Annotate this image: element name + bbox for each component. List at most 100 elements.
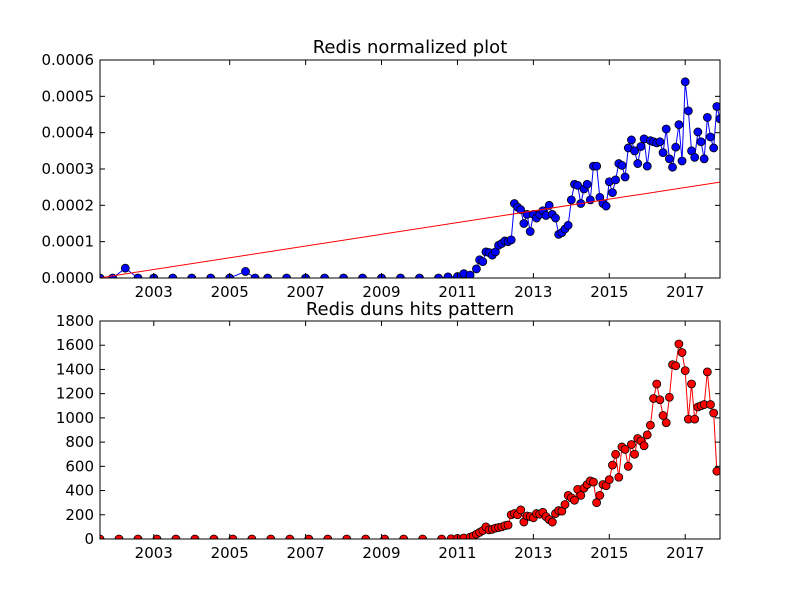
x-tick-label: 2009 xyxy=(362,283,400,301)
data-point xyxy=(589,477,598,487)
data-point xyxy=(646,420,655,430)
data-point xyxy=(623,461,633,471)
data-point xyxy=(608,188,617,198)
data-point xyxy=(668,162,677,172)
data-point xyxy=(434,273,443,278)
y-tick-label: 0 xyxy=(84,530,94,548)
data-point xyxy=(633,159,643,168)
data-point xyxy=(677,156,687,166)
data-point xyxy=(630,146,639,156)
data-point xyxy=(516,205,526,215)
x-tick-label: 2017 xyxy=(666,283,704,301)
data-point xyxy=(715,114,720,124)
y-tick-label: 0.0006 xyxy=(42,51,95,69)
y-tick-label: 0.0003 xyxy=(42,160,95,178)
data-point xyxy=(443,272,453,278)
series-group xyxy=(100,77,720,278)
data-point xyxy=(418,534,428,539)
y-tick-label: 0.0005 xyxy=(42,87,95,105)
chart-duns-hits: Redis duns hits pattern 2003 2005 2007 2009… xyxy=(56,299,721,562)
data-point xyxy=(702,367,712,377)
data-point xyxy=(437,534,447,539)
x-tick-label: 2013 xyxy=(514,283,552,301)
data-point xyxy=(671,361,681,371)
data-point xyxy=(250,273,260,278)
data-point xyxy=(712,466,720,476)
data-point xyxy=(465,270,475,278)
data-point xyxy=(342,534,352,539)
data-point xyxy=(560,500,570,509)
data-point xyxy=(582,179,592,189)
data-point xyxy=(228,534,238,539)
y-tick-label: 800 xyxy=(65,433,94,451)
data-point xyxy=(133,273,143,278)
axis-ticks: 2003 2005 2007 2009 2011 2013 2015 2017 0.0000 0.… xyxy=(42,51,720,301)
axes-frame xyxy=(99,320,721,540)
data-point xyxy=(361,534,371,539)
data-point xyxy=(677,348,687,357)
data-point xyxy=(693,127,703,137)
data-point xyxy=(658,411,668,420)
data-point xyxy=(680,77,690,87)
data-point xyxy=(655,395,665,405)
data-point xyxy=(617,160,627,170)
data-point xyxy=(655,137,665,147)
data-point xyxy=(152,534,162,539)
data-point xyxy=(611,175,621,185)
data-point xyxy=(399,534,409,539)
data-point xyxy=(547,517,557,527)
data-point xyxy=(595,490,605,500)
x-tick-label: 2013 xyxy=(514,544,552,562)
data-point xyxy=(563,220,573,230)
data-point xyxy=(551,213,560,223)
data-point xyxy=(709,408,719,418)
data-point xyxy=(544,200,554,210)
x-tick-label: 2005 xyxy=(211,283,249,301)
x-tick-label: 2003 xyxy=(135,283,173,301)
y-tick-label: 0.0001 xyxy=(42,233,95,251)
data-point xyxy=(570,495,579,505)
data-point xyxy=(614,472,624,482)
y-tick-label: 600 xyxy=(65,457,94,475)
y-tick-label: 0.0004 xyxy=(42,124,95,142)
y-tick-label: 0.0002 xyxy=(42,196,95,214)
data-point xyxy=(687,379,696,389)
axis-ticks: 2003 2005 2007 2009 2011 2013 2015 2017 0 200 400 6… xyxy=(56,312,720,562)
data-point xyxy=(611,449,621,459)
x-tick-label: 2011 xyxy=(438,283,476,301)
data-point xyxy=(642,430,652,440)
data-point xyxy=(592,498,602,508)
y-tick-label: 1000 xyxy=(56,409,94,427)
data-point xyxy=(674,339,684,349)
data-point xyxy=(712,102,720,111)
data-point xyxy=(658,148,668,158)
chart-title: Redis normalized plot xyxy=(313,37,508,58)
x-tick-label: 2011 xyxy=(438,544,476,562)
data-point xyxy=(706,400,715,409)
data-point xyxy=(209,534,219,539)
data-point xyxy=(627,440,636,449)
data-point xyxy=(241,267,250,276)
data-point xyxy=(247,534,257,539)
x-tick-label: 2009 xyxy=(362,544,400,562)
data-point xyxy=(304,534,314,539)
data-point xyxy=(671,142,681,152)
data-point xyxy=(636,142,646,151)
data-point xyxy=(620,444,630,454)
x-tick-label: 2017 xyxy=(666,544,704,562)
data-point xyxy=(133,534,143,539)
data-point xyxy=(639,441,649,451)
data-point xyxy=(706,132,715,142)
data-point xyxy=(320,273,329,278)
data-point xyxy=(661,124,671,134)
data-point xyxy=(690,414,700,424)
data-point xyxy=(478,257,488,267)
data-point xyxy=(396,273,405,278)
data-point xyxy=(630,449,639,459)
data-point xyxy=(627,135,636,145)
x-tick-label: 2003 xyxy=(135,544,173,562)
y-tick-label: 1400 xyxy=(56,360,94,378)
data-point xyxy=(171,534,181,539)
data-point xyxy=(323,534,333,539)
